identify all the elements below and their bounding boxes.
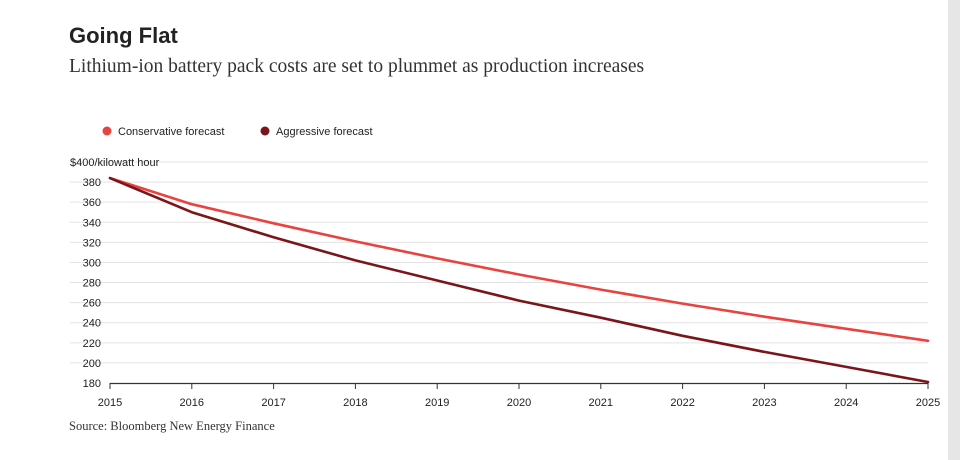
y-tick-label: 240 <box>83 318 101 330</box>
x-tick-label: 2017 <box>261 397 285 409</box>
x-tick-label: 2016 <box>180 397 204 409</box>
x-tick-label: 2022 <box>670 397 694 409</box>
y-tick-label: 380 <box>83 177 101 189</box>
y-tick-label: 260 <box>83 298 101 310</box>
chart-title: Going Flat <box>69 23 178 48</box>
y-tick-label: 360 <box>83 197 101 209</box>
x-tick-label: 2019 <box>425 397 449 409</box>
legend-label: Aggressive forecast <box>276 126 373 138</box>
series-line-aggressive-forecast <box>108 176 930 384</box>
y-tick-label: 200 <box>83 358 101 370</box>
y-tick-label: 180 <box>83 378 101 390</box>
y-tick-label: 340 <box>83 217 101 229</box>
legend-marker <box>260 126 270 136</box>
x-tick-label: 2020 <box>507 397 531 409</box>
x-tick-label: 2018 <box>343 397 367 409</box>
series-line-conservative-forecast <box>108 176 930 343</box>
legend-label: Conservative forecast <box>118 126 224 138</box>
y-tick-label: 300 <box>83 257 101 269</box>
page-right-edge <box>948 0 960 460</box>
x-tick-label: 2024 <box>834 397 858 409</box>
x-tick-label: 2015 <box>98 397 122 409</box>
x-tick-label: 2021 <box>589 397 613 409</box>
x-tick-label: 2023 <box>752 397 776 409</box>
y-tick-label: 220 <box>83 338 101 350</box>
legend-marker <box>102 126 112 136</box>
chart-subtitle: Lithium-ion battery pack costs are set t… <box>69 56 645 77</box>
y-tick-label: 320 <box>83 237 101 249</box>
y-tick-label: 280 <box>83 278 101 290</box>
source-note: Source: Bloomberg New Energy Finance <box>69 419 275 433</box>
x-tick-label: 2025 <box>916 397 940 409</box>
y-unit-label: $400/kilowatt hour <box>70 157 160 169</box>
